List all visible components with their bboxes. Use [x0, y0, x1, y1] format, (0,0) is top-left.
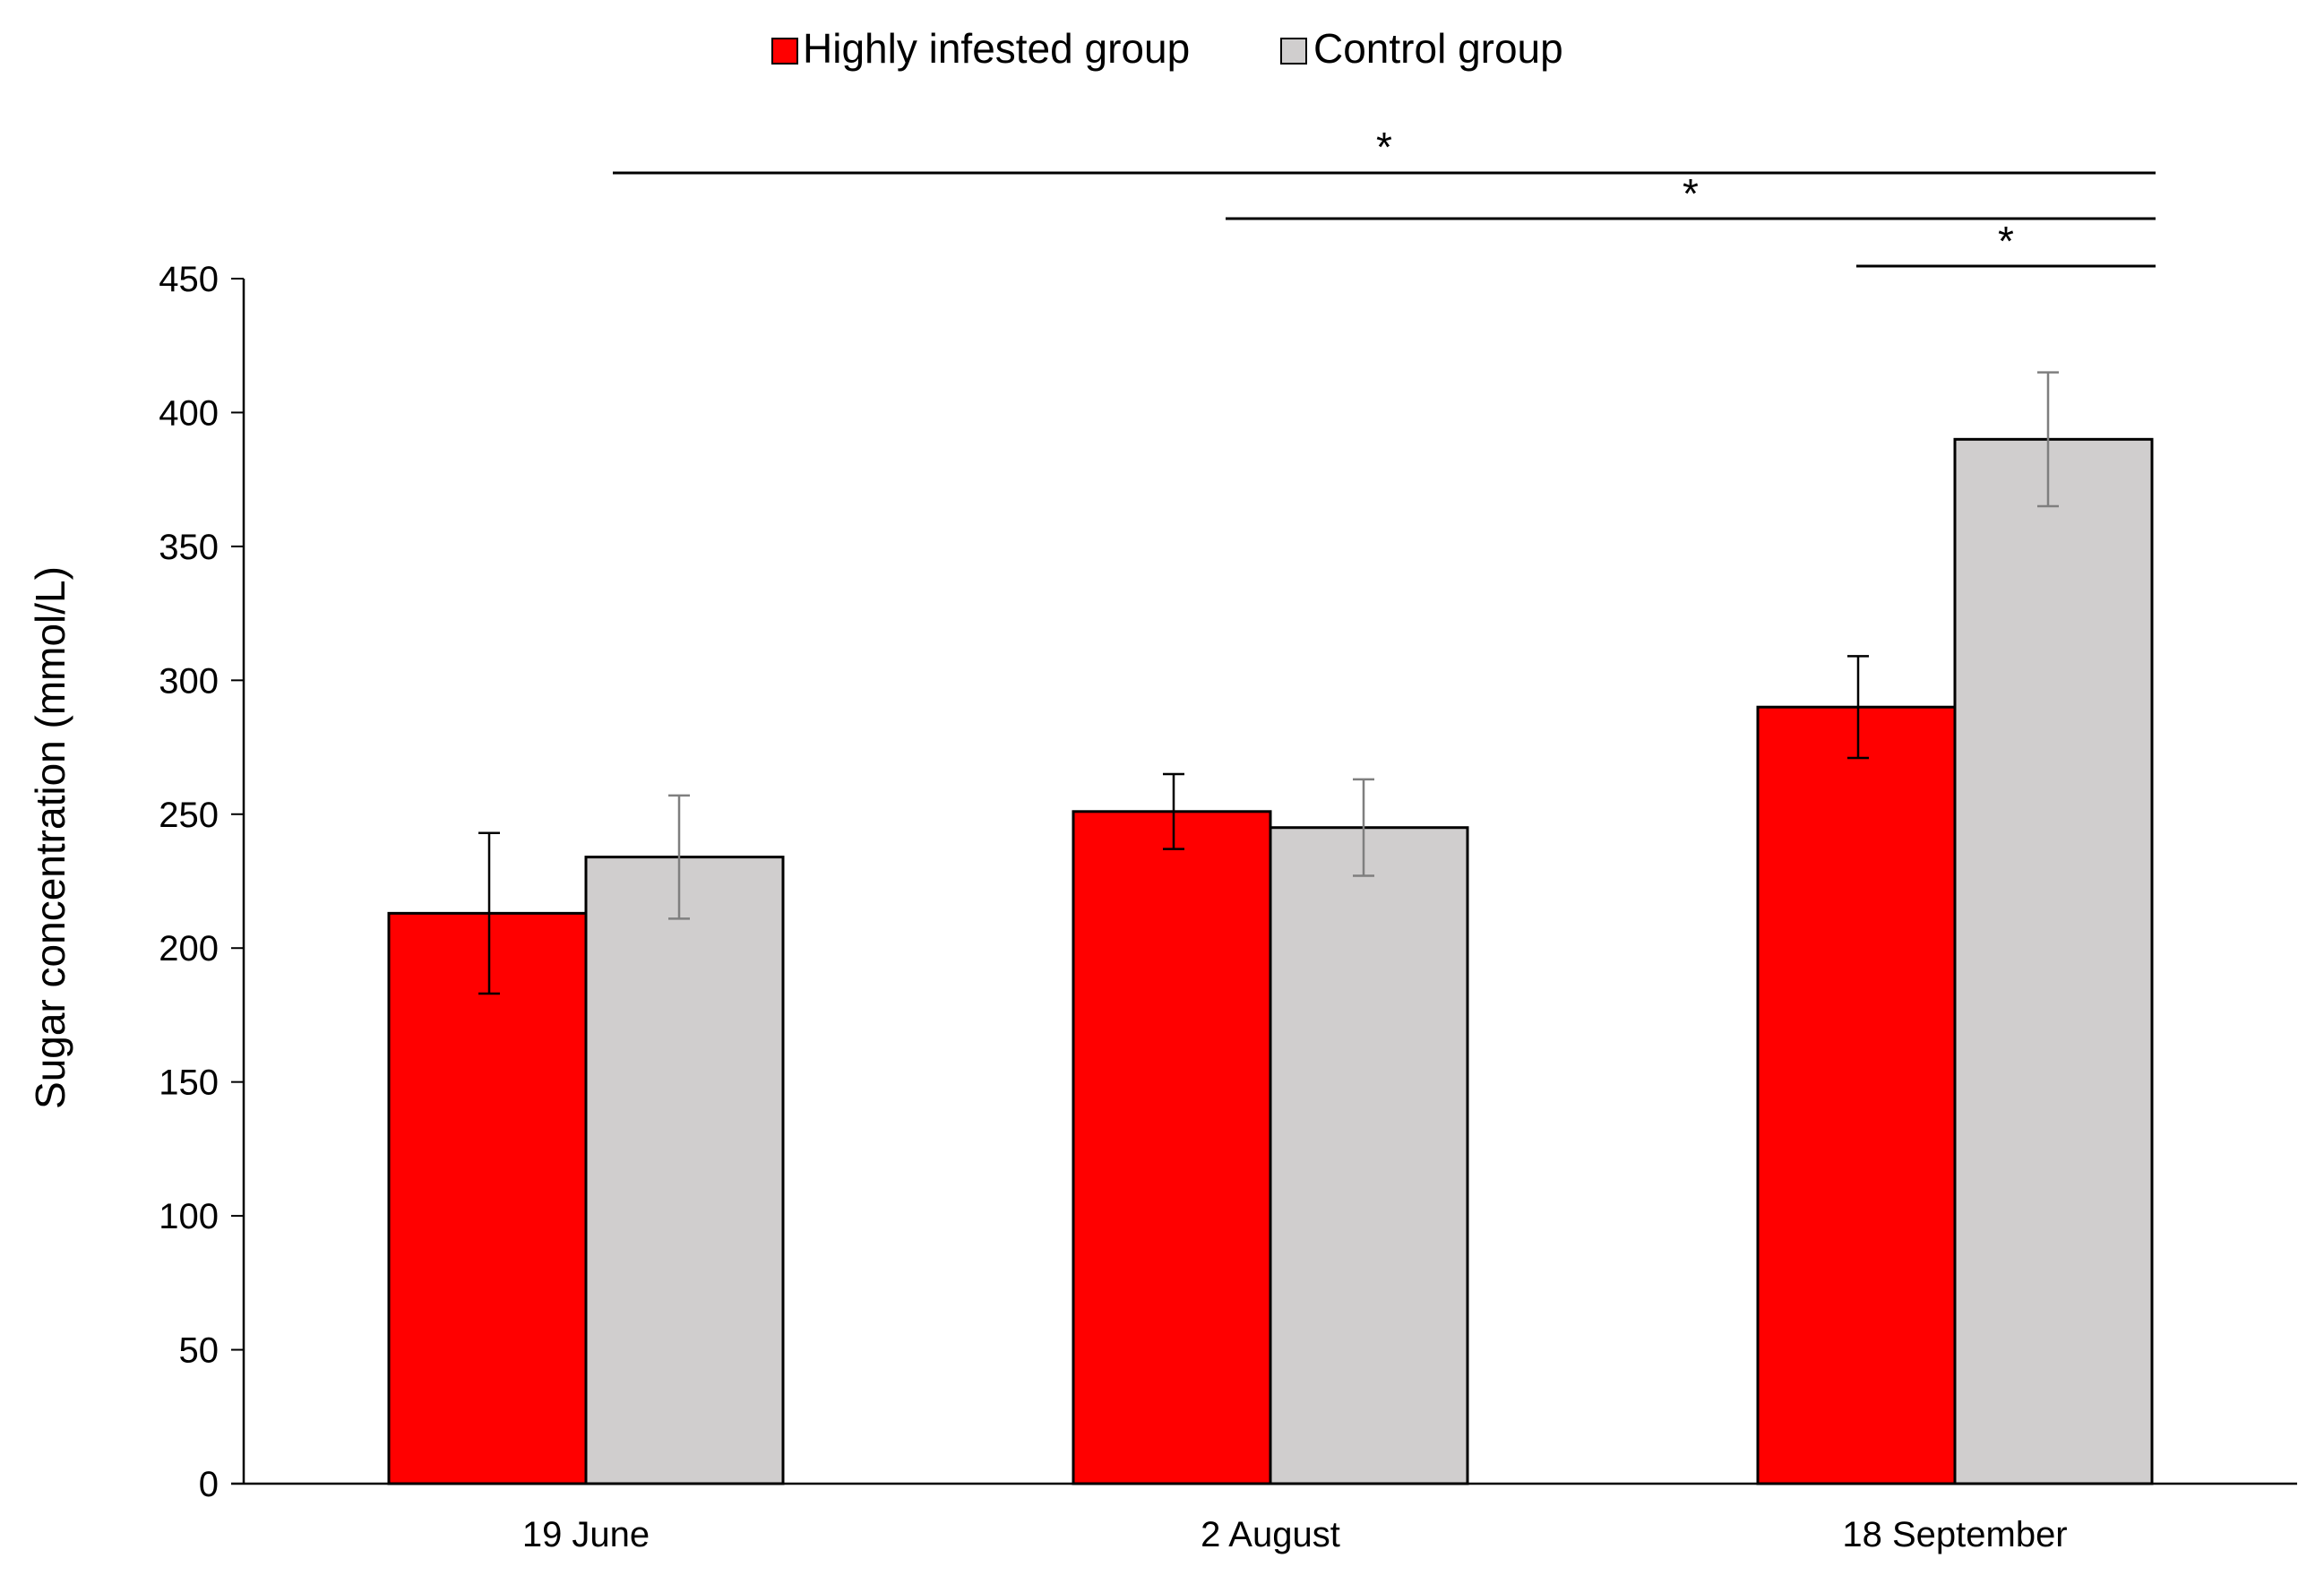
bars — [387, 437, 2154, 1485]
bar — [1953, 437, 2154, 1485]
y-tick-label: 150 — [159, 1063, 219, 1103]
bar — [584, 856, 785, 1485]
bar — [1269, 826, 1469, 1485]
significance-asterisk: * — [1683, 170, 1699, 217]
y-tick-label: 450 — [159, 260, 219, 299]
significance-asterisk: * — [1998, 218, 2014, 264]
y-tick-label: 250 — [159, 796, 219, 835]
axes — [231, 279, 2297, 1485]
y-axis-title: Sugar concentration (mmol/L) — [27, 566, 73, 1109]
legend: Highly infested group Control group — [771, 25, 1563, 72]
y-tick-label: 400 — [159, 393, 219, 433]
y-tick-label: 100 — [159, 1197, 219, 1236]
legend-label-control: Control group — [1313, 25, 1563, 72]
y-tick-label: 200 — [159, 929, 219, 968]
y-tick-label: 50 — [179, 1331, 219, 1371]
x-tick-label: 19 June — [522, 1515, 650, 1554]
bar — [1072, 810, 1272, 1485]
legend-swatch-control — [1280, 38, 1307, 65]
y-tick-label: 300 — [159, 661, 219, 701]
y-tick-label: 0 — [199, 1465, 219, 1504]
x-axis-ticks: 19 June 2 August 18 September — [522, 1515, 2068, 1554]
legend-label-highly-infested: Highly infested group — [803, 25, 1190, 72]
x-tick-label: 18 September — [1842, 1515, 2067, 1554]
y-axis-ticks: 0 50 100 150 200 250 300 350 400 450 — [159, 260, 244, 1504]
error-bars — [478, 371, 2059, 995]
significance-asterisk: * — [1376, 124, 1392, 170]
y-tick-label: 350 — [159, 528, 219, 567]
x-tick-label: 2 August — [1201, 1515, 1340, 1554]
legend-swatch-highly-infested — [771, 38, 798, 65]
bar — [1756, 705, 1957, 1485]
significance-brackets: * * * — [613, 124, 2156, 268]
bar — [387, 911, 588, 1485]
